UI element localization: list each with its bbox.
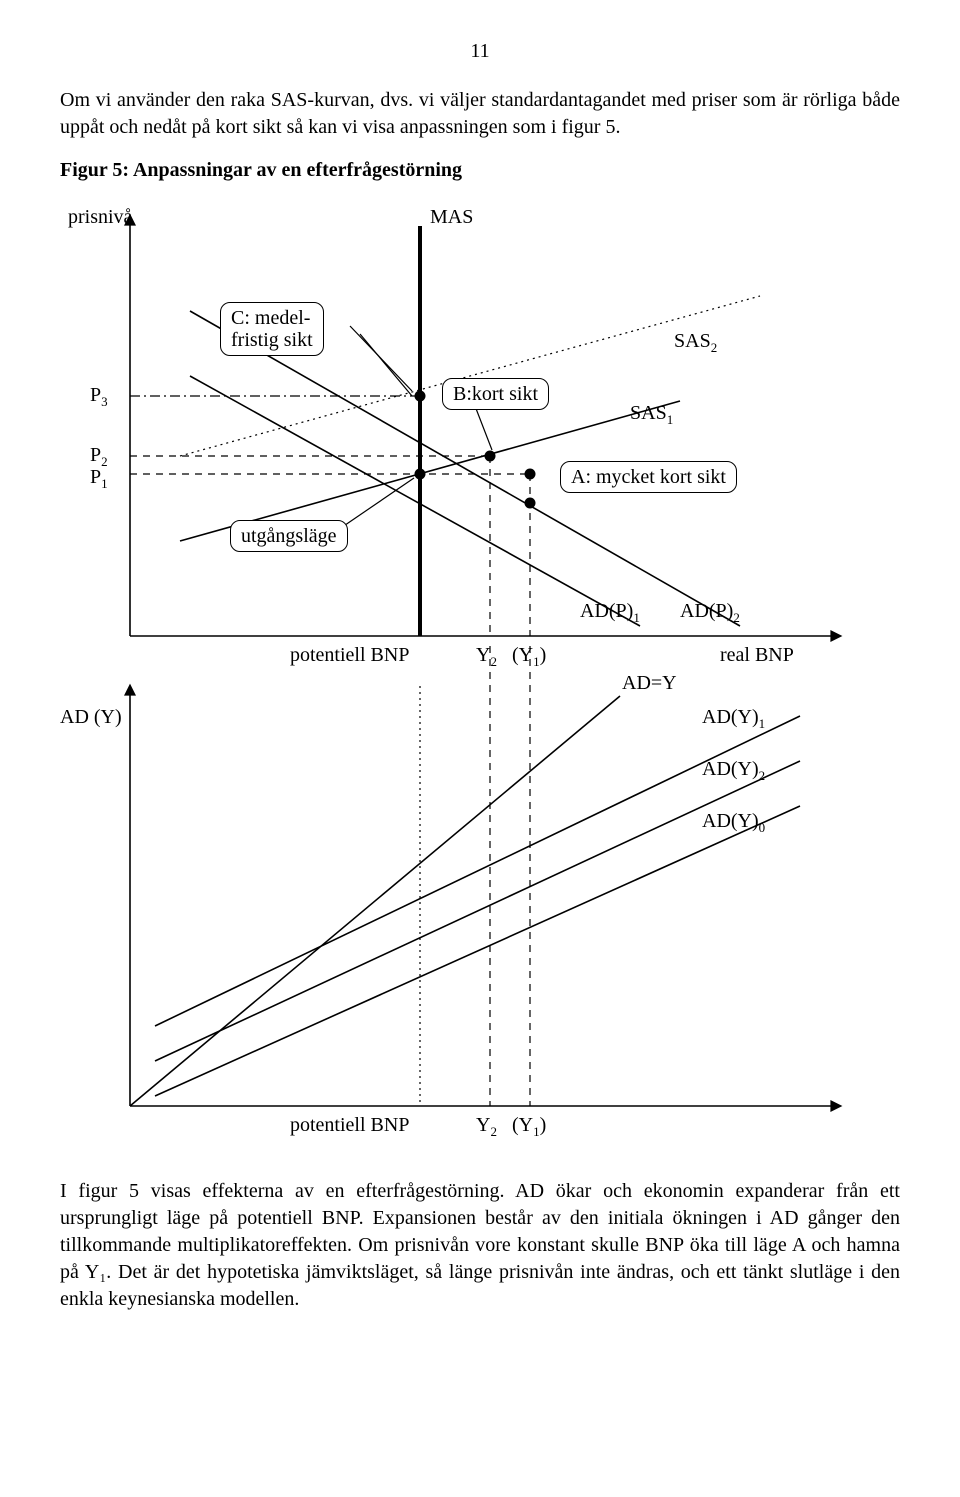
callout-c: C: medel- fristig sikt [220,302,324,356]
label-mas: MAS [430,206,473,229]
label-ady2: AD(Y)2 [702,758,765,784]
callout-b: B:kort sikt [442,378,549,410]
page-number: 11 [60,40,900,63]
callout-utgangslage: utgångsläge [230,520,348,552]
label-y1-top: (Y1) [512,644,546,670]
callout-a: A: mycket kort sikt [560,461,737,493]
figure-title: Figur 5: Anpassningar av en efterfrågest… [60,159,900,182]
figure-5-diagram: prisnivå MAS C: medel- fristig sikt B:ko… [60,206,900,1146]
intro-paragraph: Om vi använder den raka SAS-kurvan, dvs.… [60,87,900,141]
label-prisniva: prisnivå [68,206,132,229]
label-y2-bottom: Y2 [476,1114,497,1140]
label-ady0: AD(Y)0 [702,810,765,836]
label-adp1: AD(P)1 [580,600,640,626]
label-adp2: AD(P)2 [680,600,740,626]
label-potentiell-bnp-bottom: potentiell BNP [290,1114,409,1137]
label-real-bnp: real BNP [720,644,794,667]
label-y2-top: Y2 [476,644,497,670]
closing-paragraph: I figur 5 visas effekterna av en efterfr… [60,1178,900,1313]
label-ad-y-axis: AD (Y) [60,706,122,729]
label-y1-bottom: (Y1) [512,1114,546,1140]
label-sas2: SAS2 [674,330,717,356]
label-sas1: SAS1 [630,402,673,428]
label-ad-eq-y: AD=Y [622,672,677,695]
label-ady1: AD(Y)1 [702,706,765,732]
label-p1: P1 [90,466,108,492]
label-p3: P3 [90,384,108,410]
label-potentiell-bnp-top: potentiell BNP [290,644,409,667]
